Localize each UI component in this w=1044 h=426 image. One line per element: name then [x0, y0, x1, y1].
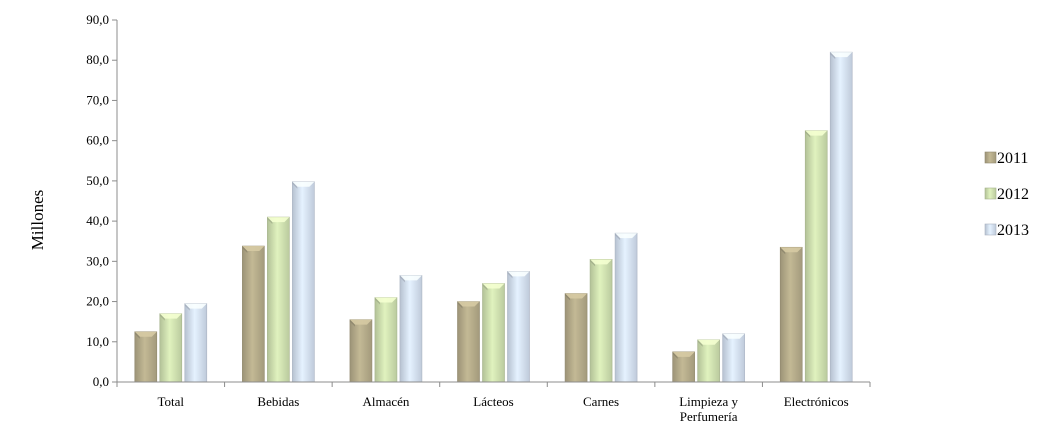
bar: [507, 271, 530, 383]
bar: [829, 51, 853, 383]
bar: [564, 293, 588, 383]
bar: [457, 301, 480, 383]
legend: 2011 2012 2013: [984, 150, 1029, 239]
y-tick-label: 40,0: [86, 213, 109, 228]
x-tick-label: Lácteos: [473, 394, 513, 409]
legend-swatch: [984, 187, 997, 200]
legend-item: 2012: [984, 186, 1029, 203]
x-tick-label: Electrónicos: [784, 394, 849, 409]
axes-group: [116, 20, 870, 383]
y-tick-label: 10,0: [86, 334, 109, 349]
bar: [672, 351, 695, 383]
bar: [614, 232, 638, 383]
legend-item: 2011: [984, 150, 1028, 167]
x-tick-label: Carnes: [583, 394, 619, 409]
bar: [159, 313, 183, 383]
y-tick-label: 80,0: [86, 52, 109, 67]
bar: [697, 339, 720, 383]
legend-label: 2013: [997, 222, 1029, 239]
y-axis-ticks: 0,0 10,0 20,0 30,0 40,0 50,0 60,0 70,0 80,0 90,0: [86, 12, 117, 389]
bar: [804, 130, 828, 383]
y-tick-label: 0,0: [93, 374, 109, 389]
x-tick-label: Almacén: [362, 394, 409, 409]
bar: [267, 216, 290, 383]
bar: [134, 331, 158, 383]
y-tick-label: 20,0: [86, 294, 109, 309]
bars-group: [134, 51, 853, 383]
x-axis-ticks: Total Bebidas Almacén Lácteos Carnes Limpieza…: [116, 382, 871, 424]
y-tick-label: 90,0: [86, 12, 109, 27]
bar: [399, 275, 423, 383]
y-tick-label: 30,0: [86, 253, 109, 268]
y-tick-label: 70,0: [86, 92, 109, 107]
legend-label: 2012: [997, 186, 1029, 203]
bar: [482, 283, 505, 383]
bar: [184, 303, 208, 383]
y-tick-label: 60,0: [86, 133, 109, 148]
bar: [722, 333, 745, 383]
legend-swatch: [984, 151, 997, 164]
bar: [589, 259, 613, 383]
bar: [242, 245, 265, 383]
x-tick-label: Limpieza y Perfumería: [679, 394, 738, 424]
bar: [292, 181, 315, 383]
legend-item: 2013: [984, 222, 1029, 239]
bar: [779, 246, 803, 383]
legend-swatch: [984, 223, 997, 236]
y-axis-label: Millones: [28, 190, 47, 250]
legend-label: 2011: [997, 150, 1028, 167]
bar: [374, 297, 398, 383]
x-tick-label: Total: [158, 394, 185, 409]
bar: [349, 319, 373, 383]
x-tick-label: Bebidas: [257, 394, 299, 409]
y-tick-label: 50,0: [86, 173, 109, 188]
